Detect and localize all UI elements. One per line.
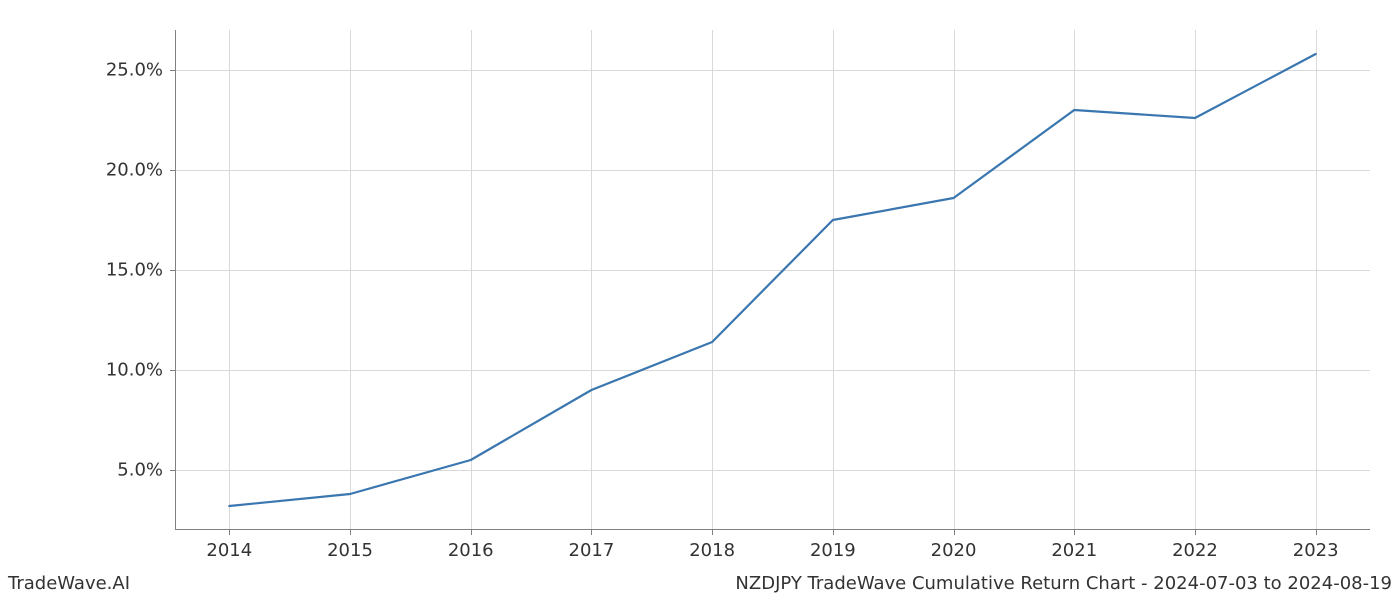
x-tick-label: 2014 bbox=[206, 540, 252, 561]
y-tick-label: 5.0% bbox=[117, 460, 163, 481]
x-tick-mark bbox=[1195, 530, 1196, 535]
x-tick-label: 2023 bbox=[1293, 540, 1339, 561]
x-tick-mark bbox=[712, 530, 713, 535]
x-tick-mark bbox=[229, 530, 230, 535]
x-tick-label: 2019 bbox=[810, 540, 856, 561]
x-tick-mark bbox=[1316, 530, 1317, 535]
x-tick-label: 2021 bbox=[1051, 540, 1097, 561]
x-tick-label: 2015 bbox=[327, 540, 373, 561]
y-tick-label: 10.0% bbox=[106, 360, 163, 381]
x-tick-label: 2018 bbox=[689, 540, 735, 561]
x-tick-mark bbox=[471, 530, 472, 535]
x-tick-mark bbox=[833, 530, 834, 535]
y-tick-label: 25.0% bbox=[106, 60, 163, 81]
x-tick-mark bbox=[1074, 530, 1075, 535]
y-tick-label: 15.0% bbox=[106, 260, 163, 281]
x-tick-label: 2016 bbox=[448, 540, 494, 561]
line-series bbox=[229, 54, 1315, 506]
x-tick-mark bbox=[954, 530, 955, 535]
x-tick-label: 2020 bbox=[931, 540, 977, 561]
footer-left-text: TradeWave.AI bbox=[8, 573, 130, 594]
x-tick-label: 2022 bbox=[1172, 540, 1218, 561]
footer-right-text: NZDJPY TradeWave Cumulative Return Chart… bbox=[735, 573, 1392, 594]
x-tick-label: 2017 bbox=[569, 540, 615, 561]
x-tick-mark bbox=[350, 530, 351, 535]
chart-container: 2014 2015 2016 2017 2018 2019 2020 2021 2022 2023… bbox=[0, 0, 1400, 600]
x-tick-mark bbox=[591, 530, 592, 535]
plot-area: 2014201520162017201820192020202120222023… bbox=[175, 30, 1370, 530]
line-series-layer bbox=[175, 30, 1370, 530]
y-tick-label: 20.0% bbox=[106, 160, 163, 181]
